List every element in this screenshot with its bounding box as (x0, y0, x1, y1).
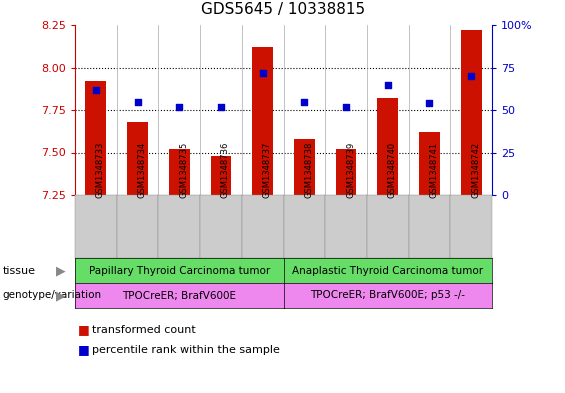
Bar (211, 156, 232, 195)
Text: GSM1348734: GSM1348734 (137, 142, 146, 198)
Text: GSM1348735: GSM1348735 (179, 142, 188, 198)
Point (258, 70, 267, 76)
Text: ■: ■ (78, 323, 90, 336)
Bar (460, 30, 481, 195)
Point (300, 98, 309, 105)
Point (467, 73, 476, 79)
Bar (377, 98, 398, 195)
Text: GSM1348739: GSM1348739 (346, 142, 355, 198)
Text: GSM1348740: GSM1348740 (388, 142, 397, 198)
Text: GSM1348733: GSM1348733 (96, 142, 105, 198)
Text: TPOCreER; BrafV600E; p53 -/-: TPOCreER; BrafV600E; p53 -/- (310, 290, 465, 301)
Text: GSM1348738: GSM1348738 (305, 142, 314, 198)
Text: GDS5645 / 10338815: GDS5645 / 10338815 (202, 2, 366, 17)
Text: GSM1348742: GSM1348742 (471, 142, 480, 198)
Text: GSM1348736: GSM1348736 (221, 142, 230, 198)
Text: Anaplastic Thyroid Carcinoma tumor: Anaplastic Thyroid Carcinoma tumor (292, 266, 483, 275)
Bar (419, 132, 440, 195)
Text: ▶: ▶ (56, 289, 66, 302)
Text: GSM1348737: GSM1348737 (263, 142, 272, 198)
Text: Papillary Thyroid Carcinoma tumor: Papillary Thyroid Carcinoma tumor (89, 266, 270, 275)
Text: ▶: ▶ (56, 264, 66, 277)
Point (133, 98, 142, 105)
Text: tissue: tissue (3, 266, 36, 275)
Bar (127, 122, 148, 195)
Bar (85, 81, 106, 195)
Point (92, 86, 101, 93)
Bar (294, 139, 315, 195)
Point (341, 103, 350, 110)
Text: transformed count: transformed count (92, 325, 195, 335)
Text: genotype/variation: genotype/variation (3, 290, 102, 301)
Point (425, 100, 434, 107)
Point (175, 103, 184, 110)
Text: ■: ■ (78, 343, 90, 356)
Point (383, 81, 392, 88)
Bar (169, 149, 190, 195)
Point (216, 103, 225, 110)
Bar (252, 47, 273, 195)
Text: percentile rank within the sample: percentile rank within the sample (92, 345, 280, 355)
Text: GSM1348741: GSM1348741 (429, 142, 438, 198)
Bar (336, 149, 357, 195)
Text: TPOCreER; BrafV600E: TPOCreER; BrafV600E (122, 290, 236, 301)
